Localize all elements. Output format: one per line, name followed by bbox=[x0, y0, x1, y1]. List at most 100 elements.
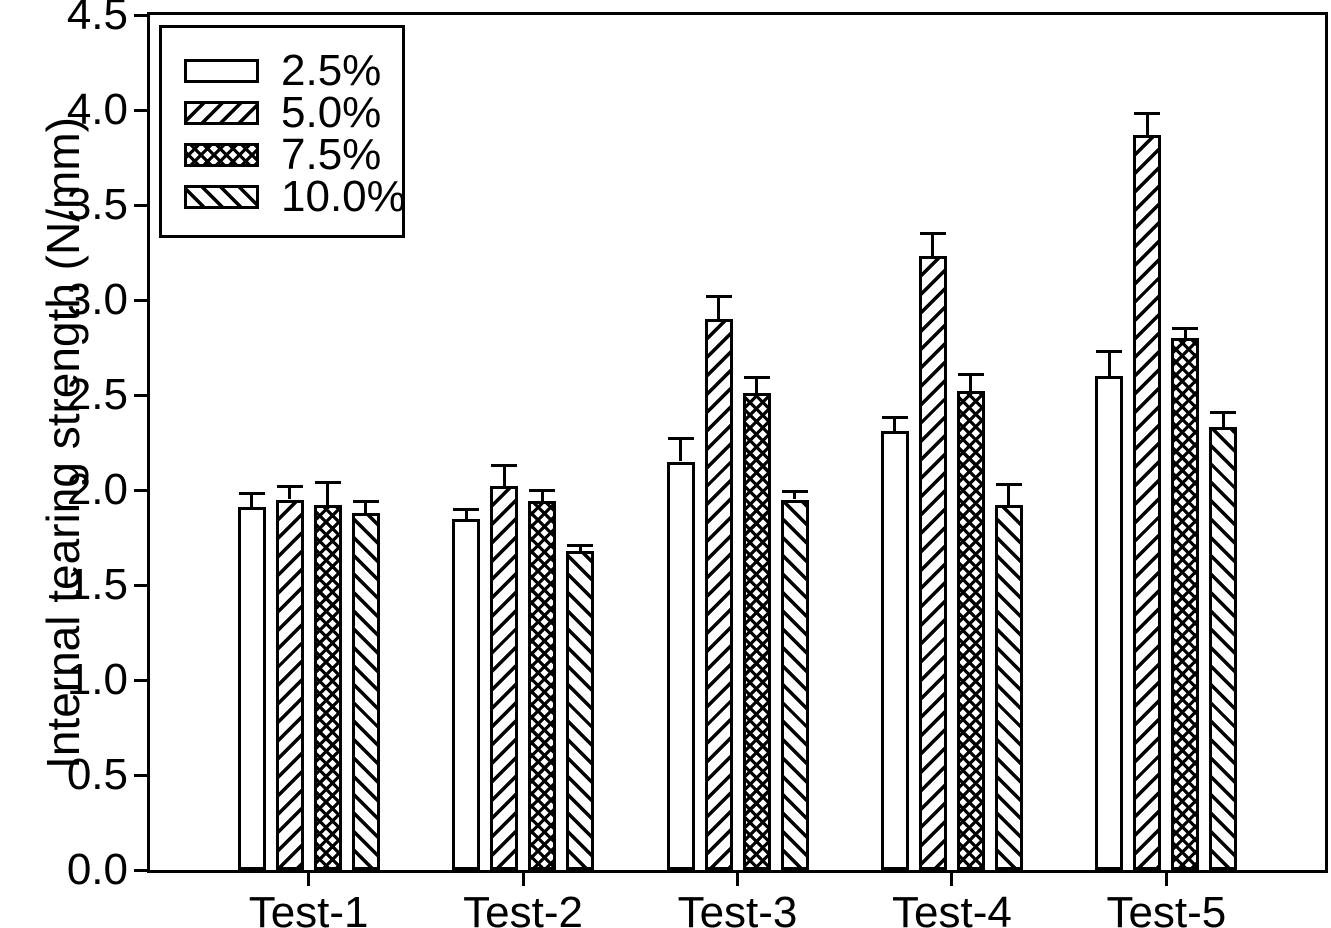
error-bar-stem bbox=[464, 509, 468, 519]
x-tick-label: Test-2 bbox=[463, 888, 583, 928]
error-bar-cap bbox=[881, 416, 908, 420]
error-bar-cap bbox=[352, 499, 379, 503]
bar-test-4-25 bbox=[880, 431, 909, 870]
x-tick-label: Test-5 bbox=[1106, 888, 1227, 928]
error-bar-cap bbox=[491, 463, 518, 467]
legend-label: 10.0% bbox=[281, 172, 406, 221]
crosshatch-swatch bbox=[184, 143, 259, 167]
bar-test-5-75 bbox=[1171, 338, 1200, 870]
error-bar-cap bbox=[1096, 349, 1123, 353]
y-tick-label: 4.0 bbox=[66, 85, 128, 134]
error-bar-cap bbox=[276, 484, 303, 488]
bar-test-4-75 bbox=[956, 391, 985, 870]
x-tick-label: Test-3 bbox=[677, 888, 798, 928]
bar-test-4-50 bbox=[918, 256, 947, 870]
y-tick-label: 0.5 bbox=[66, 750, 128, 799]
error-bar-cap bbox=[453, 507, 480, 511]
error-bar-stem bbox=[793, 491, 796, 500]
backward-diagonal-hatch-swatch bbox=[184, 185, 259, 209]
legend-label: 2.5% bbox=[281, 46, 382, 95]
bar-test-1-50 bbox=[275, 499, 304, 870]
y-tick-mark bbox=[134, 108, 147, 112]
bar-test-3-25 bbox=[666, 461, 695, 870]
legend-item-25: 2.5% bbox=[184, 46, 402, 95]
error-bar-stem bbox=[250, 493, 254, 508]
bar-test-3-100 bbox=[780, 499, 809, 870]
x-tick-mark bbox=[521, 873, 525, 886]
error-bar-stem bbox=[326, 482, 330, 506]
bar-test-5-25 bbox=[1095, 376, 1124, 870]
error-bar-cap bbox=[995, 482, 1022, 486]
error-bar-stem bbox=[969, 374, 973, 392]
x-tick-label: Test-1 bbox=[248, 888, 369, 928]
y-tick-mark bbox=[134, 488, 147, 492]
error-bar-stem bbox=[502, 465, 506, 487]
error-bar-stem bbox=[1007, 484, 1011, 506]
x-tick-mark bbox=[950, 873, 954, 886]
solid-white-swatch bbox=[184, 59, 259, 83]
error-bar-cap bbox=[781, 490, 808, 494]
bar-test-1-100 bbox=[351, 512, 380, 870]
y-tick-mark bbox=[134, 13, 147, 17]
error-bar-cap bbox=[529, 488, 556, 492]
bar-test-4-100 bbox=[994, 505, 1023, 870]
error-bar-stem bbox=[364, 501, 368, 513]
bar-test-1-75 bbox=[313, 505, 342, 870]
error-bar-cap bbox=[1134, 112, 1161, 116]
y-tick-mark bbox=[134, 298, 147, 302]
error-bar-stem bbox=[717, 296, 720, 319]
y-tick-mark bbox=[134, 773, 147, 777]
y-tick-label: 2.0 bbox=[66, 465, 128, 514]
legend-label: 5.0% bbox=[281, 88, 382, 137]
legend: 2.5% 5.0% 7.5% 10.0% bbox=[159, 25, 406, 238]
bar-test-5-50 bbox=[1133, 134, 1162, 870]
y-tick-mark bbox=[134, 868, 147, 872]
y-tick-mark bbox=[134, 393, 147, 397]
error-bar-stem bbox=[578, 545, 582, 551]
y-tick-label: 0.0 bbox=[66, 845, 128, 894]
bar-test-2-100 bbox=[566, 550, 595, 870]
error-bar-cap bbox=[1172, 327, 1199, 330]
error-bar-stem bbox=[679, 438, 682, 462]
y-tick-label: 4.5 bbox=[66, 0, 128, 39]
error-bar-cap bbox=[743, 376, 770, 380]
error-bar-cap bbox=[567, 543, 594, 547]
bar-test-5-100 bbox=[1209, 427, 1238, 870]
error-bar-cap bbox=[919, 232, 946, 235]
y-tick-mark bbox=[134, 678, 147, 682]
x-tick-mark bbox=[1164, 873, 1168, 886]
y-tick-mark bbox=[134, 203, 147, 207]
legend-label: 7.5% bbox=[281, 130, 382, 179]
error-bar-cap bbox=[1210, 410, 1237, 414]
error-bar-stem bbox=[288, 486, 292, 500]
y-tick-label: 3.5 bbox=[66, 180, 128, 229]
bar-test-3-50 bbox=[704, 319, 733, 870]
bar-test-2-75 bbox=[528, 501, 557, 870]
error-bar-cap bbox=[667, 437, 694, 441]
error-bar-stem bbox=[893, 417, 897, 432]
y-tick-label: 1.5 bbox=[66, 560, 128, 609]
legend-item-50: 5.0% bbox=[184, 88, 402, 137]
y-tick-mark bbox=[134, 583, 147, 587]
error-bar-stem bbox=[931, 233, 935, 257]
error-bar-cap bbox=[238, 492, 265, 496]
error-bar-stem bbox=[1221, 412, 1225, 428]
x-tick-mark bbox=[307, 873, 311, 886]
y-tick-label: 2.5 bbox=[66, 370, 128, 419]
bar-test-2-25 bbox=[452, 518, 481, 870]
error-bar-stem bbox=[1145, 113, 1149, 135]
error-bar-cap bbox=[705, 294, 732, 298]
error-bar-stem bbox=[755, 377, 758, 394]
legend-item-75: 7.5% bbox=[184, 130, 402, 179]
forward-diagonal-hatch-swatch bbox=[184, 101, 259, 125]
x-tick-mark bbox=[736, 873, 739, 886]
y-tick-label: 1.0 bbox=[66, 655, 128, 704]
bar-test-3-75 bbox=[742, 393, 771, 870]
error-bar-cap bbox=[314, 480, 341, 484]
y-tick-label: 3.0 bbox=[66, 275, 128, 324]
error-bar-stem bbox=[540, 490, 544, 502]
bar-test-2-50 bbox=[490, 486, 519, 870]
x-tick-label: Test-4 bbox=[892, 888, 1012, 928]
error-bar-cap bbox=[957, 372, 984, 376]
